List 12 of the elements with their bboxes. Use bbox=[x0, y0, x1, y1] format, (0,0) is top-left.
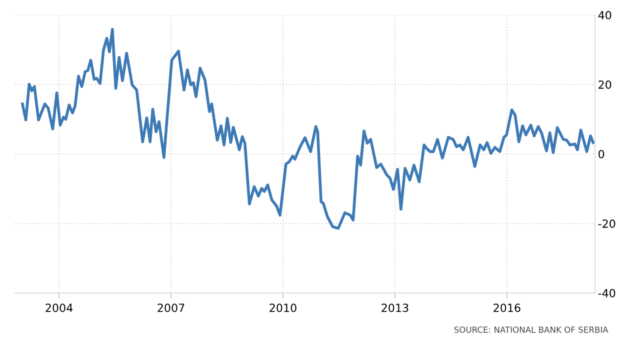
x-tick-label: 2016 bbox=[494, 304, 520, 312]
y-tick-label: -20 bbox=[598, 219, 616, 228]
y-tick-label: 20 bbox=[598, 80, 612, 89]
line-series bbox=[21, 28, 595, 230]
x-tick-label: 2007 bbox=[158, 304, 184, 312]
x-tick-label: 2013 bbox=[382, 304, 408, 312]
x-tick-label: 2004 bbox=[46, 304, 73, 312]
y-tick-label: 40 bbox=[598, 10, 612, 20]
y-tick-label: 0 bbox=[598, 150, 604, 158]
source-note: SOURCE: NATIONAL BANK OF SERBIA bbox=[454, 326, 608, 333]
x-tick-label: 2010 bbox=[270, 304, 296, 312]
y-tick-label: -40 bbox=[598, 288, 616, 298]
